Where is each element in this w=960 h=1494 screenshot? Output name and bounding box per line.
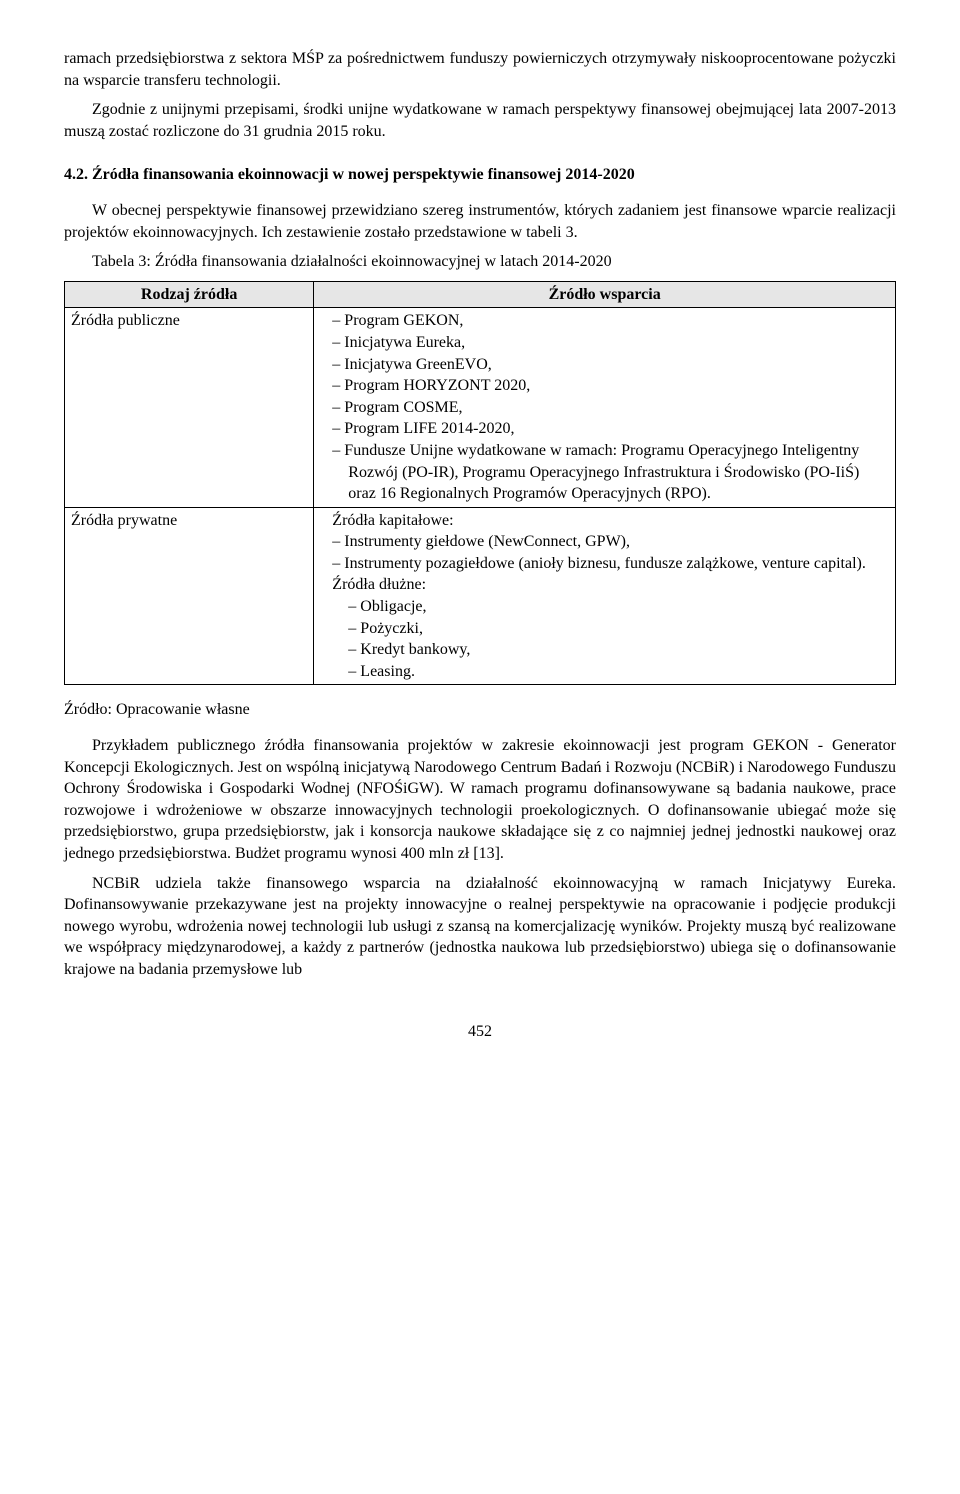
paragraph-middle: W obecnej perspektywie finansowej przewi… <box>64 200 896 243</box>
section-heading: 4.2. Źródła finansowania ekoinnowacji w … <box>64 164 896 186</box>
public-sources-list: Program GEKON, Inicjatywa Eureka, Inicja… <box>320 310 889 504</box>
list-item: Program GEKON, <box>320 310 889 332</box>
list-item: Instrumenty giełdowe (NewConnect, GPW), <box>320 531 889 553</box>
table-cell-row2-content: Źródła kapitałowe: Instrumenty giełdowe … <box>314 507 896 685</box>
list-item: Leasing. <box>320 661 889 683</box>
list-item: Kredyt bankowy, <box>320 639 889 661</box>
table-header-col1: Rodzaj źródła <box>65 281 314 308</box>
sources-table: Rodzaj źródła Źródło wsparcia Źródła pub… <box>64 281 896 686</box>
table-cell-row1-content: Program GEKON, Inicjatywa Eureka, Inicja… <box>314 308 896 507</box>
page-number: 452 <box>64 1021 896 1043</box>
table-source: Źródło: Opracowanie własne <box>64 699 896 721</box>
debt-sources-subhead: Źródła dłużne: <box>320 574 889 596</box>
list-item: Inicjatywa GreenEVO, <box>320 354 889 376</box>
list-item: Inicjatywa Eureka, <box>320 332 889 354</box>
table-caption: Tabela 3: Źródła finansowania działalnoś… <box>64 251 896 273</box>
list-item: Pożyczki, <box>320 618 889 640</box>
paragraph-top-continuation: ramach przedsiębiorstwa z sektora MŚP za… <box>64 48 896 91</box>
list-item: Program LIFE 2014-2020, <box>320 418 889 440</box>
list-item: Instrumenty pozagiełdowe (anioły biznesu… <box>320 553 889 575</box>
table-cell-row2-label: Źródła prywatne <box>65 507 314 685</box>
paragraph-top-2: Zgodnie z unijnymi przepisami, środki un… <box>64 99 896 142</box>
table-header-col2: Źródło wsparcia <box>314 281 896 308</box>
table-row: Źródła publiczne Program GEKON, Inicjaty… <box>65 308 896 507</box>
capital-sources-list: Instrumenty giełdowe (NewConnect, GPW), … <box>320 531 889 574</box>
capital-sources-subhead: Źródła kapitałowe: <box>320 510 889 532</box>
table-row: Źródła prywatne Źródła kapitałowe: Instr… <box>65 507 896 685</box>
list-item: Program HORYZONT 2020, <box>320 375 889 397</box>
list-item: Obligacje, <box>320 596 889 618</box>
list-item: Fundusze Unijne wydatkowane w ramach: Pr… <box>320 440 889 505</box>
debt-sources-list: Obligacje, Pożyczki, Kredyt bankowy, Lea… <box>320 596 889 682</box>
paragraph-bottom-2: NCBiR udziela także finansowego wsparcia… <box>64 873 896 981</box>
list-item: Program COSME, <box>320 397 889 419</box>
paragraph-bottom-1: Przykładem publicznego źródła finansowan… <box>64 735 896 865</box>
table-cell-row1-label: Źródła publiczne <box>65 308 314 507</box>
